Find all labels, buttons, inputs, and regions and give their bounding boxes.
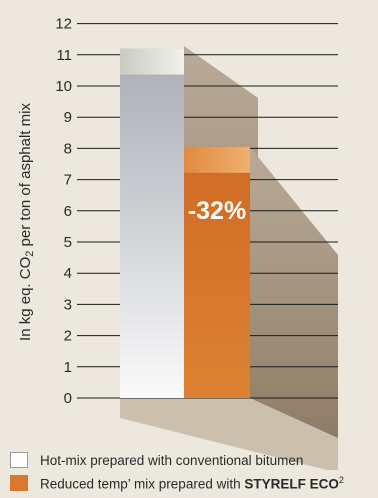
y-axis-label: In kg eq. CO2 per ton of asphalt mix <box>17 103 36 341</box>
bar-reduced-mix <box>184 146 250 398</box>
y-tick-label-11: 11 <box>56 47 72 64</box>
legend-swatch-reduced-mix <box>10 475 28 492</box>
y-tick-label-1: 1 <box>64 359 72 376</box>
bar-hot-mix <box>120 48 184 399</box>
y-tick-label-8: 8 <box>64 140 72 157</box>
reduction-label: -32% <box>188 197 246 225</box>
reduced-mix-bar-shadow <box>250 147 338 438</box>
legend-swatch-hot-mix <box>10 452 28 468</box>
legend-item-reduced-mix: Reduced temp’ mix prepared with STYRELF … <box>10 475 344 492</box>
y-tick-label-10: 10 <box>55 78 72 95</box>
y-tick-label-2: 2 <box>64 328 72 345</box>
legend-label-reduced-mix: Reduced temp’ mix prepared with STYRELF … <box>40 475 344 492</box>
bar-reduced-mix-cap <box>184 146 250 173</box>
y-tick-label-12: 12 <box>55 16 72 33</box>
legend-label-hot-mix: Hot-mix prepared with conventional bitum… <box>40 452 304 468</box>
y-tick-label-9: 9 <box>64 109 72 126</box>
y-tick-label-3: 3 <box>64 296 72 313</box>
legend-item-hot-mix: Hot-mix prepared with conventional bitum… <box>10 452 303 468</box>
y-tick-label-4: 4 <box>64 265 72 282</box>
y-tick-label-0: 0 <box>64 390 72 407</box>
y-tick-label-5: 5 <box>64 234 72 251</box>
y-tick-label-6: 6 <box>64 203 72 220</box>
bar-hot-mix-cap <box>120 48 184 75</box>
y-tick-label-7: 7 <box>64 172 72 189</box>
floor-shadow <box>120 398 338 470</box>
